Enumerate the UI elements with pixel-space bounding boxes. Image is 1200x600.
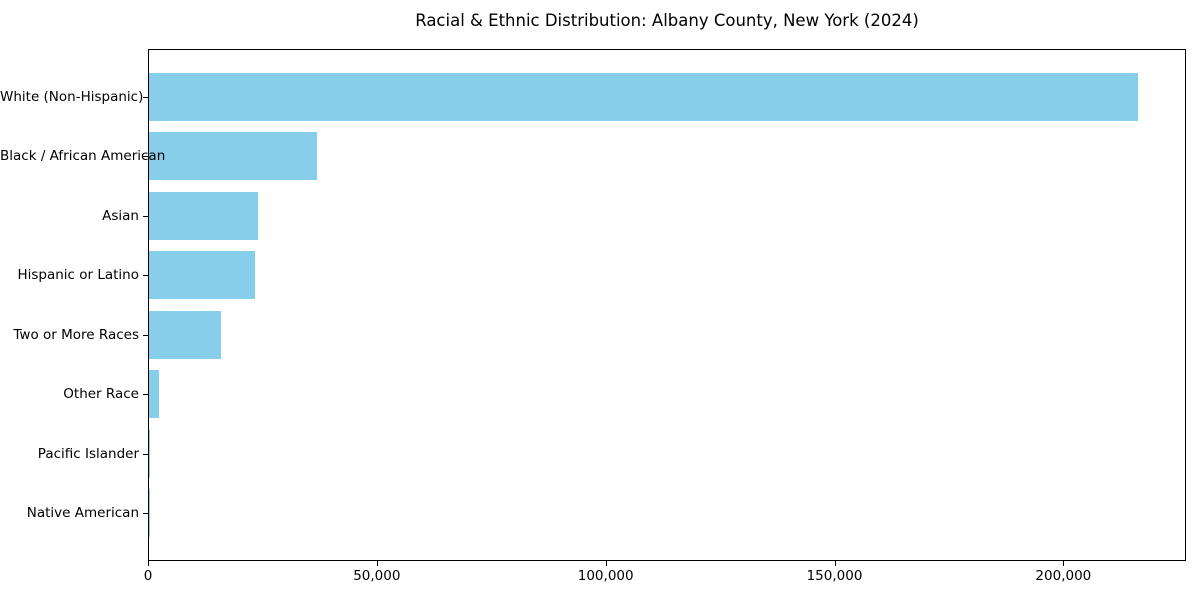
bar-pacific-islander [149, 429, 151, 478]
x-tick-mark [148, 561, 149, 566]
y-axis-label-hispanic-or-latino: Hispanic or Latino [17, 267, 139, 284]
y-axis-label-white-non-hispanic: White (Non-Hispanic) [0, 89, 144, 105]
y-tick-mark [143, 215, 148, 217]
bar-other-race [149, 370, 159, 419]
bar-black-african-american [149, 132, 317, 181]
y-axis-label-asian: Asian [102, 207, 139, 224]
x-axis-tick-label: 150,000 [806, 568, 863, 584]
y-axis-label-pacific-islander: Pacific Islander [37, 445, 139, 462]
bar-asian [149, 191, 258, 240]
y-tick-mark [143, 513, 148, 514]
x-axis-tick-label: 50,000 [353, 568, 401, 584]
y-tick-mark [143, 394, 148, 396]
y-tick-mark [143, 275, 148, 277]
y-axis-label-black-african-american: Black / African American [0, 148, 166, 165]
y-axis-label-two-or-more-races: Two or More Races [13, 326, 139, 343]
x-axis-tick-label: 0 [143, 568, 153, 584]
y-tick-mark [143, 453, 148, 455]
bar-white-non-hispanic [149, 73, 1138, 121]
x-axis-tick-label: 200,000 [1035, 568, 1092, 584]
x-tick-mark [605, 561, 607, 566]
bar-two-or-more-races [149, 310, 221, 359]
bar-hispanic-or-latino [149, 251, 256, 300]
y-tick-mark [143, 97, 148, 98]
x-axis-tick-label: 100,000 [577, 568, 634, 584]
x-tick-mark [376, 561, 378, 566]
chart-title: Racial & Ethnic Distribution: Albany Cou… [415, 11, 919, 30]
y-tick-mark [143, 156, 148, 158]
x-tick-mark [834, 561, 836, 566]
y-tick-mark [143, 334, 148, 336]
y-axis-label-native-american: Native American [26, 505, 139, 521]
plot-area [148, 49, 1186, 561]
y-axis-label-other-race: Other Race [63, 386, 139, 403]
x-tick-mark [1063, 561, 1065, 566]
